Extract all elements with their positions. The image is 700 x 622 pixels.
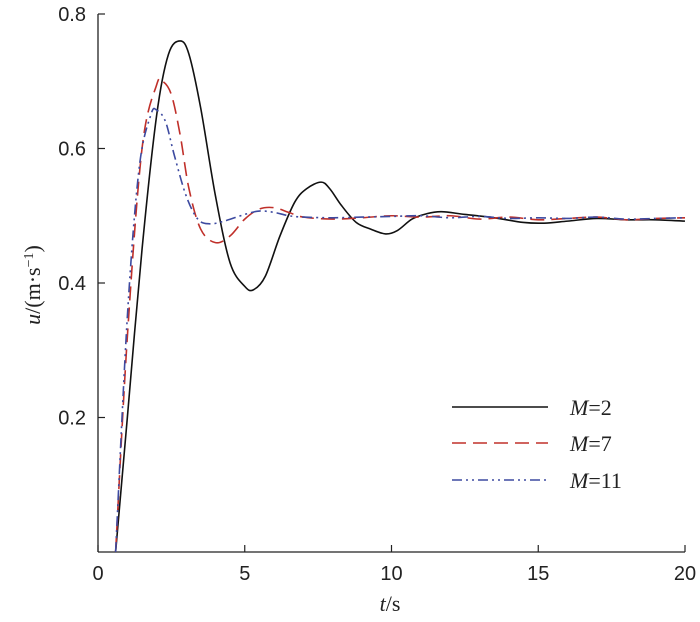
legend-label-m7: M=7	[569, 431, 612, 456]
series-line-m2	[114, 40, 686, 553]
series-line-m11	[114, 107, 686, 553]
y-tick-label: 0.4	[58, 273, 86, 295]
y-axis-title: u/(m·s−1)	[20, 245, 45, 325]
ticks: 0 5 10 15 20 0.2 0.4 0.6 0.8	[58, 4, 696, 585]
series-line-m7	[114, 77, 686, 553]
y-tick-label: 0.2	[58, 408, 86, 430]
y-tick-label: 0.8	[58, 4, 86, 26]
x-tick-label: 20	[674, 563, 696, 585]
x-tick-label: 15	[527, 563, 549, 585]
x-axis-title: t/s	[380, 591, 401, 616]
x-tick-label: 10	[380, 563, 402, 585]
y-tick-label: 0.6	[58, 139, 86, 161]
legend-label-m11: M=11	[569, 468, 622, 493]
series-layer	[114, 40, 686, 553]
x-tick-label: 5	[239, 563, 250, 585]
x-tick-label: 0	[92, 563, 103, 585]
legend-label-m2: M=2	[569, 395, 612, 420]
legend: M=2 M=7 M=11	[452, 395, 622, 493]
